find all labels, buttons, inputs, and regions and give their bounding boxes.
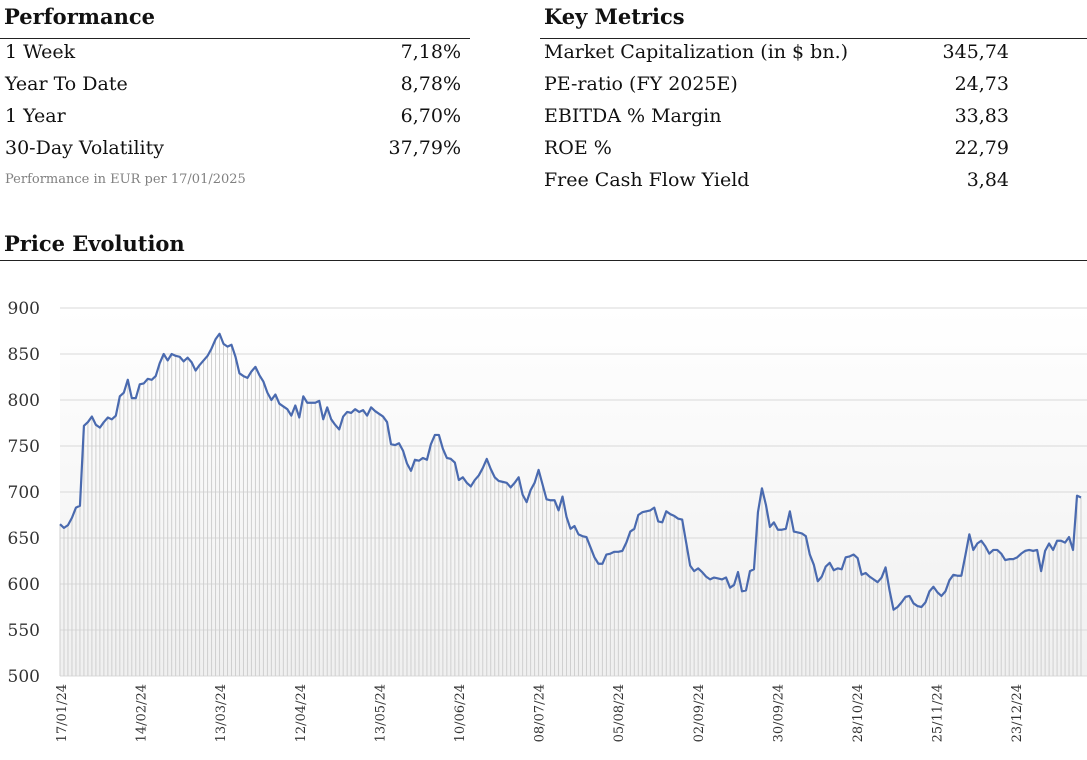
y-tick-label: 800 <box>8 391 40 411</box>
y-tick-label: 900 <box>8 299 40 319</box>
performance-value: 7,18% <box>400 41 461 63</box>
price-evolution-title: Price Evolution <box>4 231 185 256</box>
x-tick-label: 10/06/24 <box>453 684 468 742</box>
x-tick-label: 02/09/24 <box>692 684 707 742</box>
area-hatch <box>59 333 1082 676</box>
y-tick-label: 550 <box>8 621 40 641</box>
key-metrics-value: 345,74 <box>942 41 1009 63</box>
x-tick-label: 12/04/24 <box>294 684 309 742</box>
key-metrics-label: Market Capitalization (in $ bn.) <box>544 41 849 63</box>
y-axis-ticks: 500 550 600 650 700 750 800 850 900 <box>8 299 40 687</box>
y-tick-label: 650 <box>8 529 40 549</box>
key-metrics-rule <box>540 38 1087 39</box>
x-tick-label: 05/08/24 <box>612 684 627 742</box>
key-metrics-row: Market Capitalization (in $ bn.) 345,74 <box>544 36 1009 68</box>
x-tick-label: 13/05/24 <box>373 684 388 742</box>
y-tick-label: 700 <box>8 483 40 503</box>
key-metrics-row: EBITDA % Margin 33,83 <box>544 100 1009 132</box>
x-tick-label: 30/09/24 <box>771 684 786 742</box>
performance-value: 8,78% <box>400 73 461 95</box>
key-metrics-label: Free Cash Flow Yield <box>544 169 750 191</box>
performance-note: Performance in EUR per 17/01/2025 <box>5 172 246 187</box>
price-evolution-rule <box>0 260 1087 261</box>
price-line <box>59 332 1082 611</box>
x-tick-label: 14/02/24 <box>135 684 150 742</box>
key-metrics-row: Free Cash Flow Yield 3,84 <box>544 164 1009 196</box>
x-axis-ticks: 17/01/24 14/02/24 13/03/24 12/04/24 13/05/24… <box>55 684 1025 742</box>
key-metrics-value: 22,79 <box>954 137 1009 159</box>
key-metrics-label: PE-ratio (FY 2025E) <box>544 73 738 95</box>
key-metrics-row: PE-ratio (FY 2025E) 24,73 <box>544 68 1009 100</box>
performance-label: 1 Year <box>5 105 66 127</box>
x-tick-label: 23/12/24 <box>1010 684 1025 742</box>
x-tick-label: 17/01/24 <box>55 684 70 742</box>
performance-title: Performance <box>4 4 155 29</box>
performance-row: 1 Year 6,70% <box>5 100 461 132</box>
key-metrics-value: 33,83 <box>954 105 1009 127</box>
key-metrics-table: Market Capitalization (in $ bn.) 345,74 … <box>544 36 1009 196</box>
performance-row: Year To Date 8,78% <box>5 68 461 100</box>
performance-label: 30-Day Volatility <box>5 137 164 159</box>
y-tick-label: 750 <box>8 437 40 457</box>
key-metrics-value: 3,84 <box>966 169 1009 191</box>
key-metrics-title: Key Metrics <box>544 4 685 29</box>
performance-rule <box>0 38 470 39</box>
performance-value: 6,70% <box>400 105 461 127</box>
performance-row: 30-Day Volatility 37,79% <box>5 132 461 164</box>
performance-label: 1 Week <box>5 41 76 63</box>
y-tick-label: 500 <box>8 667 40 687</box>
key-metrics-label: ROE % <box>544 137 612 159</box>
key-metrics-row: ROE % 22,79 <box>544 132 1009 164</box>
key-metrics-label: EBITDA % Margin <box>544 105 722 127</box>
performance-value: 37,79% <box>388 137 461 159</box>
x-tick-label: 28/10/24 <box>851 684 866 742</box>
x-tick-label: 13/03/24 <box>214 684 229 742</box>
performance-table: 1 Week 7,18% Year To Date 8,78% 1 Year 6… <box>5 36 461 166</box>
price-chart: 500 550 600 650 700 750 800 850 900 17/01/24 14/0… <box>8 299 1087 742</box>
performance-row: 1 Week 7,18% <box>5 36 461 68</box>
y-tick-label: 850 <box>8 345 40 365</box>
key-metrics-value: 24,73 <box>954 73 1009 95</box>
performance-label: Year To Date <box>5 73 128 95</box>
series-layer <box>59 332 1082 611</box>
y-tick-label: 600 <box>8 575 40 595</box>
x-tick-label: 25/11/24 <box>931 684 946 742</box>
x-tick-label: 08/07/24 <box>533 684 548 742</box>
